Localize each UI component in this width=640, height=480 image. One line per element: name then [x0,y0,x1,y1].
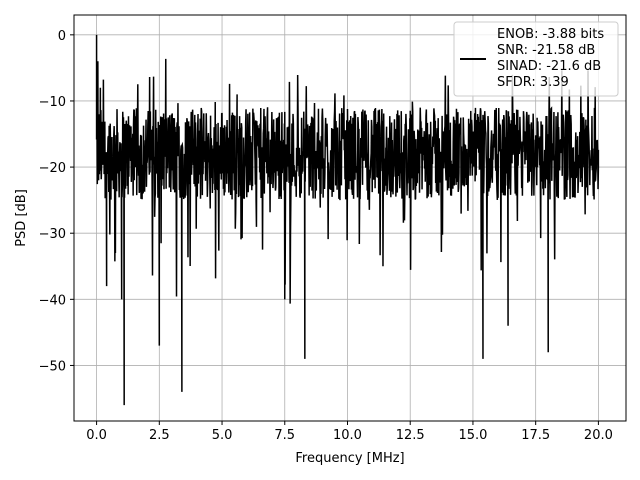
x-axis-label: Frequency [MHz] [295,451,404,466]
legend-entry-sinad: SINAD: -21.6 dB [497,59,601,74]
legend-entry-sfdr: SFDR: 3.39 [497,75,569,90]
x-tick-label: 12.5 [396,428,425,443]
x-axis-ticks: 0.0 2.5 5.0 7.5 10.0 12.5 15.0 17.5 20.0 [86,421,613,443]
x-tick-label: 15.0 [458,428,487,443]
psd-series-line [95,34,600,406]
x-tick-label: 0.0 [86,428,107,443]
x-tick-label: 20.0 [584,428,613,443]
x-tick-label: 17.5 [521,428,550,443]
legend-entry-snr: SNR: -21.58 dB [497,43,595,58]
legend-entry-enob: ENOB: -3.88 bits [497,27,604,42]
y-tick-label: −50 [39,359,66,374]
x-tick-label: 2.5 [149,428,170,443]
y-tick-label: 0 [58,29,66,44]
x-tick-label: 5.0 [212,428,233,443]
y-tick-label: −40 [39,293,66,308]
axes-frame [73,14,627,422]
x-tick-label: 7.5 [274,428,295,443]
legend: ENOB: -3.88 bits SNR: -21.58 dB SINAD: -… [453,21,619,97]
y-tick-label: −10 [39,95,66,110]
plot-area [95,34,600,406]
y-axis-label: PSD [dB] [14,189,29,247]
x-tick-label: 10.0 [333,428,362,443]
y-tick-label: −20 [39,161,66,176]
y-axis-ticks: 0 −10 −20 −30 −40 −50 [39,29,74,374]
legend-box [453,21,619,97]
y-tick-label: −30 [39,227,66,242]
